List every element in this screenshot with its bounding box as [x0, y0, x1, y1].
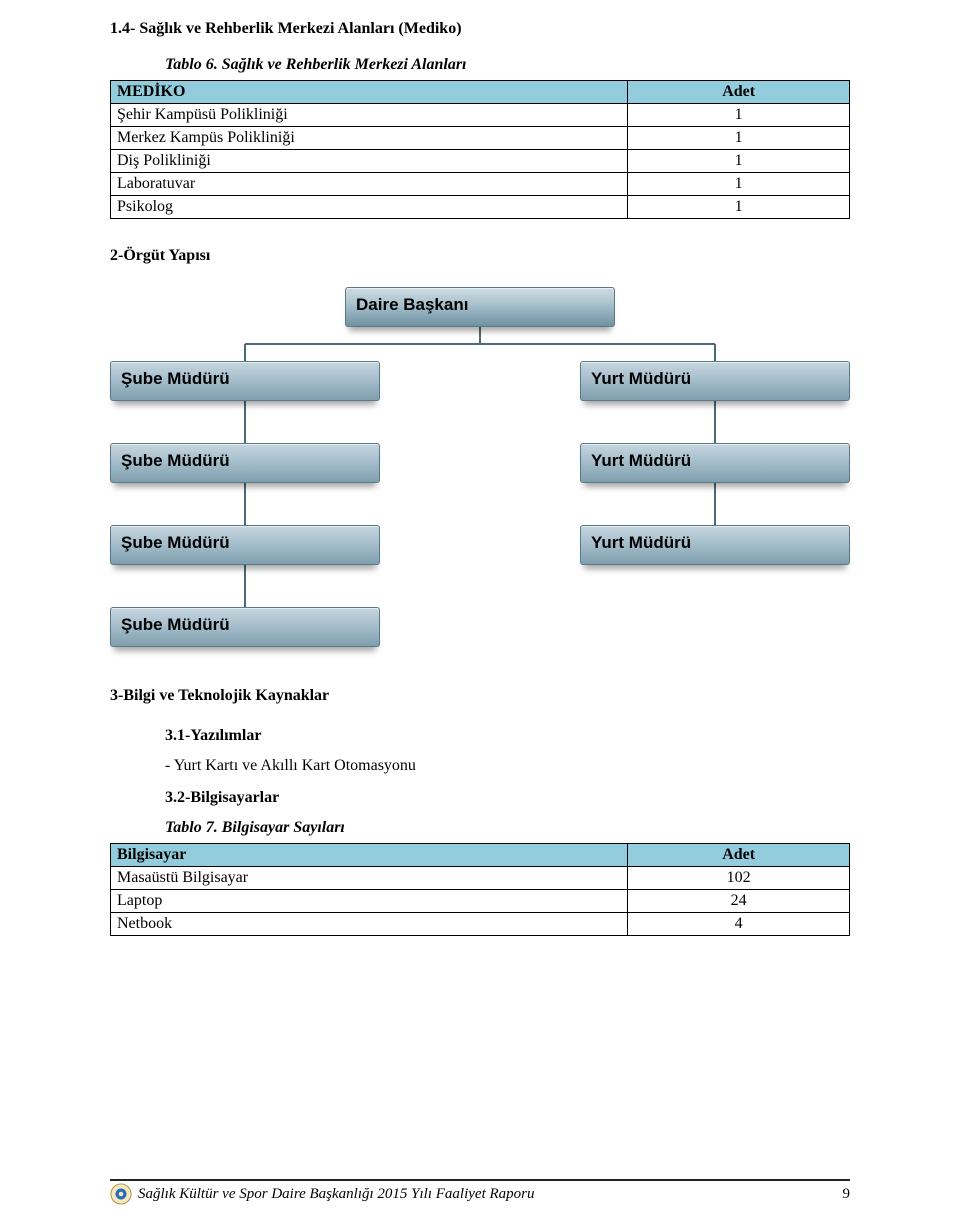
- table7-header-col2: Adet: [628, 844, 850, 867]
- table-row: Netbook 4: [111, 913, 850, 936]
- table7-row0-value: 102: [628, 867, 850, 890]
- table7-row2-label: Netbook: [111, 913, 628, 936]
- table6-row4-value: 1: [628, 196, 850, 219]
- org-lines-4: [110, 565, 850, 607]
- table7-header-col1: Bilgisayar: [111, 844, 628, 867]
- table7-row1-value: 24: [628, 890, 850, 913]
- section-2-title: 2-Örgüt Yapısı: [110, 247, 850, 265]
- table6-row3-value: 1: [628, 173, 850, 196]
- org-chart: Daire Başkanı Şube Müdürü Yurt Müdürü Şu…: [110, 287, 850, 647]
- table-row: Laboratuvar 1: [111, 173, 850, 196]
- org-lines-2: [110, 401, 850, 443]
- table6-caption: Tablo 6. Sağlık ve Rehberlik Merkezi Ala…: [165, 56, 850, 74]
- org-box-sube-muduru: Şube Müdürü: [110, 443, 380, 483]
- table-row: Psikolog 1: [111, 196, 850, 219]
- table7-header-row: Bilgisayar Adet: [111, 844, 850, 867]
- org-box-daire-baskani: Daire Başkanı: [345, 287, 615, 327]
- table6-row1-value: 1: [628, 127, 850, 150]
- section-1-4-title: 1.4- Sağlık ve Rehberlik Merkezi Alanlar…: [110, 20, 850, 38]
- table6-row2-label: Diş Polikliniği: [111, 150, 628, 173]
- table6-row0-value: 1: [628, 104, 850, 127]
- table-row: Masaüstü Bilgisayar 102: [111, 867, 850, 890]
- table7-row2-value: 4: [628, 913, 850, 936]
- table6-header-row: MEDİKO Adet: [111, 81, 850, 104]
- footer-page-number: 9: [843, 1186, 851, 1203]
- org-box-sube-muduru: Şube Müdürü: [110, 361, 380, 401]
- table-row: Diş Polikliniği 1: [111, 150, 850, 173]
- table-row: Merkez Kampüs Polikliniği 1: [111, 127, 850, 150]
- footer-logo-icon: [110, 1183, 132, 1205]
- org-lines-top: [110, 327, 850, 361]
- table6-row2-value: 1: [628, 150, 850, 173]
- table6-row4-label: Psikolog: [111, 196, 628, 219]
- table6-header-col1: MEDİKO: [111, 81, 628, 104]
- section-3-2-title: 3.2-Bilgisayarlar: [165, 789, 850, 807]
- section-3-title: 3-Bilgi ve Teknolojik Kaynaklar: [110, 687, 850, 705]
- org-box-sube-muduru: Şube Müdürü: [110, 607, 380, 647]
- table6-row3-label: Laboratuvar: [111, 173, 628, 196]
- org-box-yurt-muduru: Yurt Müdürü: [580, 361, 850, 401]
- table7-caption: Tablo 7. Bilgisayar Sayıları: [165, 819, 850, 837]
- table6-header-col2: Adet: [628, 81, 850, 104]
- section-3-1-item: - Yurt Kartı ve Akıllı Kart Otomasyonu: [165, 757, 850, 775]
- org-box-yurt-muduru: Yurt Müdürü: [580, 443, 850, 483]
- table7-row0-label: Masaüstü Bilgisayar: [111, 867, 628, 890]
- org-box-yurt-muduru: Yurt Müdürü: [580, 525, 850, 565]
- table-row: Laptop 24: [111, 890, 850, 913]
- table6-row1-label: Merkez Kampüs Polikliniği: [111, 127, 628, 150]
- table-row: Şehir Kampüsü Polikliniği 1: [111, 104, 850, 127]
- table7-row1-label: Laptop: [111, 890, 628, 913]
- org-box-sube-muduru: Şube Müdürü: [110, 525, 380, 565]
- footer-text: Sağlık Kültür ve Spor Daire Başkanlığı 2…: [138, 1186, 535, 1203]
- section-3-1-title: 3.1-Yazılımlar: [165, 727, 850, 745]
- table6: MEDİKO Adet Şehir Kampüsü Polikliniği 1 …: [110, 80, 850, 219]
- org-lines-3: [110, 483, 850, 525]
- table7: Bilgisayar Adet Masaüstü Bilgisayar 102 …: [110, 843, 850, 936]
- page-footer: Sağlık Kültür ve Spor Daire Başkanlığı 2…: [110, 1179, 850, 1205]
- table6-row0-label: Şehir Kampüsü Polikliniği: [111, 104, 628, 127]
